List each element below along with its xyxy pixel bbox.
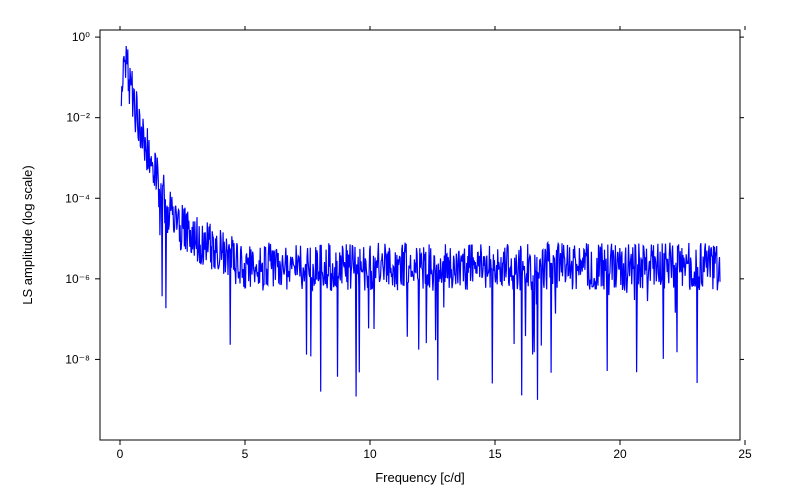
y-tick-label: 10⁻⁴ (65, 191, 90, 205)
x-tick-label: 25 (738, 447, 752, 461)
x-tick-label: 5 (242, 447, 249, 461)
plot-frame (100, 30, 740, 440)
x-tick-label: 10 (363, 447, 377, 461)
x-axis-label: Frequency [c/d] (375, 470, 465, 485)
x-tick-label: 20 (613, 447, 627, 461)
y-tick-label: 10⁰ (72, 30, 90, 44)
y-axis-label: LS amplitude (log scale) (20, 165, 35, 304)
y-tick-label: 10⁻⁸ (65, 352, 90, 366)
y-tick-label: 10⁻² (66, 111, 90, 125)
x-tick-label: 0 (117, 447, 124, 461)
x-tick-label: 15 (488, 447, 502, 461)
chart-svg: 0 5 10 15 20 25 10⁻⁸ 10⁻⁶ 10⁻⁴ 10⁻² 10⁰ Frequency [… (0, 0, 800, 500)
periodogram-line (121, 46, 720, 400)
y-tick-label: 10⁻⁶ (65, 272, 90, 286)
periodogram-chart: 0 5 10 15 20 25 10⁻⁸ 10⁻⁶ 10⁻⁴ 10⁻² 10⁰ Frequency [… (0, 0, 800, 500)
